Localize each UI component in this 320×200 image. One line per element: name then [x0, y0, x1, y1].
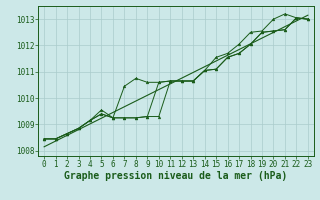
- X-axis label: Graphe pression niveau de la mer (hPa): Graphe pression niveau de la mer (hPa): [64, 171, 288, 181]
